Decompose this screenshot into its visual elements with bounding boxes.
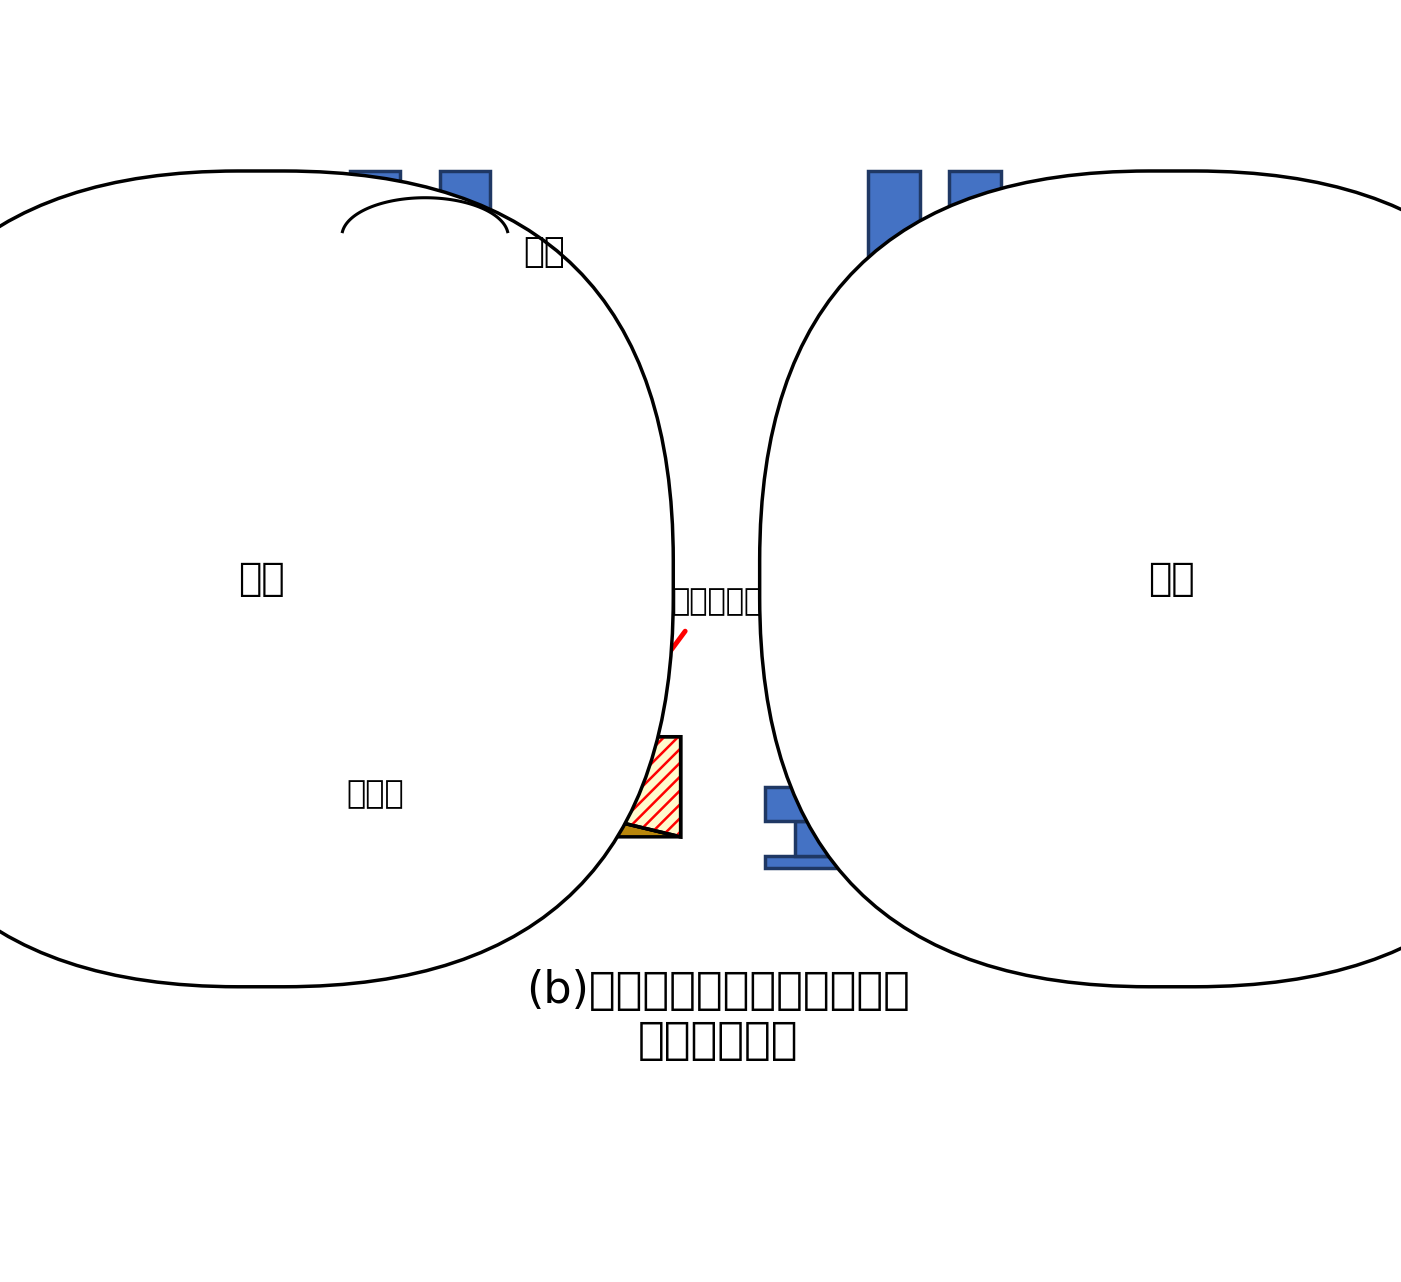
Bar bbox=[765, 787, 1104, 822]
Bar bbox=[953, 660, 1044, 787]
Bar bbox=[860, 822, 895, 856]
Polygon shape bbox=[262, 737, 681, 837]
Bar bbox=[308, 474, 531, 556]
Bar bbox=[429, 700, 462, 737]
Bar bbox=[293, 668, 569, 700]
Bar bbox=[974, 822, 1010, 856]
Bar bbox=[439, 556, 532, 668]
Bar bbox=[867, 171, 920, 660]
Text: 室内: 室内 bbox=[238, 560, 284, 597]
Bar bbox=[308, 556, 402, 668]
Bar bbox=[350, 171, 399, 556]
Bar bbox=[440, 171, 490, 556]
Bar bbox=[829, 572, 1044, 660]
Bar bbox=[948, 171, 1000, 660]
Bar bbox=[485, 700, 517, 737]
Bar bbox=[969, 733, 1027, 787]
Text: 室外: 室外 bbox=[1149, 560, 1195, 597]
Text: (b)傾きのある窓額縁に内窓を: (b)傾きのある窓額縁に内窓を bbox=[525, 969, 909, 1013]
Bar bbox=[765, 856, 1104, 868]
Text: 内窓: 内窓 bbox=[524, 235, 566, 269]
Bar bbox=[322, 595, 388, 668]
Text: 設置する方法: 設置する方法 bbox=[637, 1019, 799, 1063]
Bar bbox=[378, 700, 409, 737]
Bar bbox=[1037, 822, 1072, 856]
Bar bbox=[321, 700, 354, 737]
Text: スペーサー: スペーサー bbox=[671, 587, 762, 617]
Text: 窓額縁: 窓額縁 bbox=[346, 779, 403, 810]
Bar bbox=[293, 737, 569, 750]
Bar bbox=[829, 660, 920, 787]
Bar bbox=[794, 822, 832, 856]
Bar bbox=[846, 733, 904, 787]
Polygon shape bbox=[262, 737, 681, 837]
Bar bbox=[453, 595, 518, 668]
